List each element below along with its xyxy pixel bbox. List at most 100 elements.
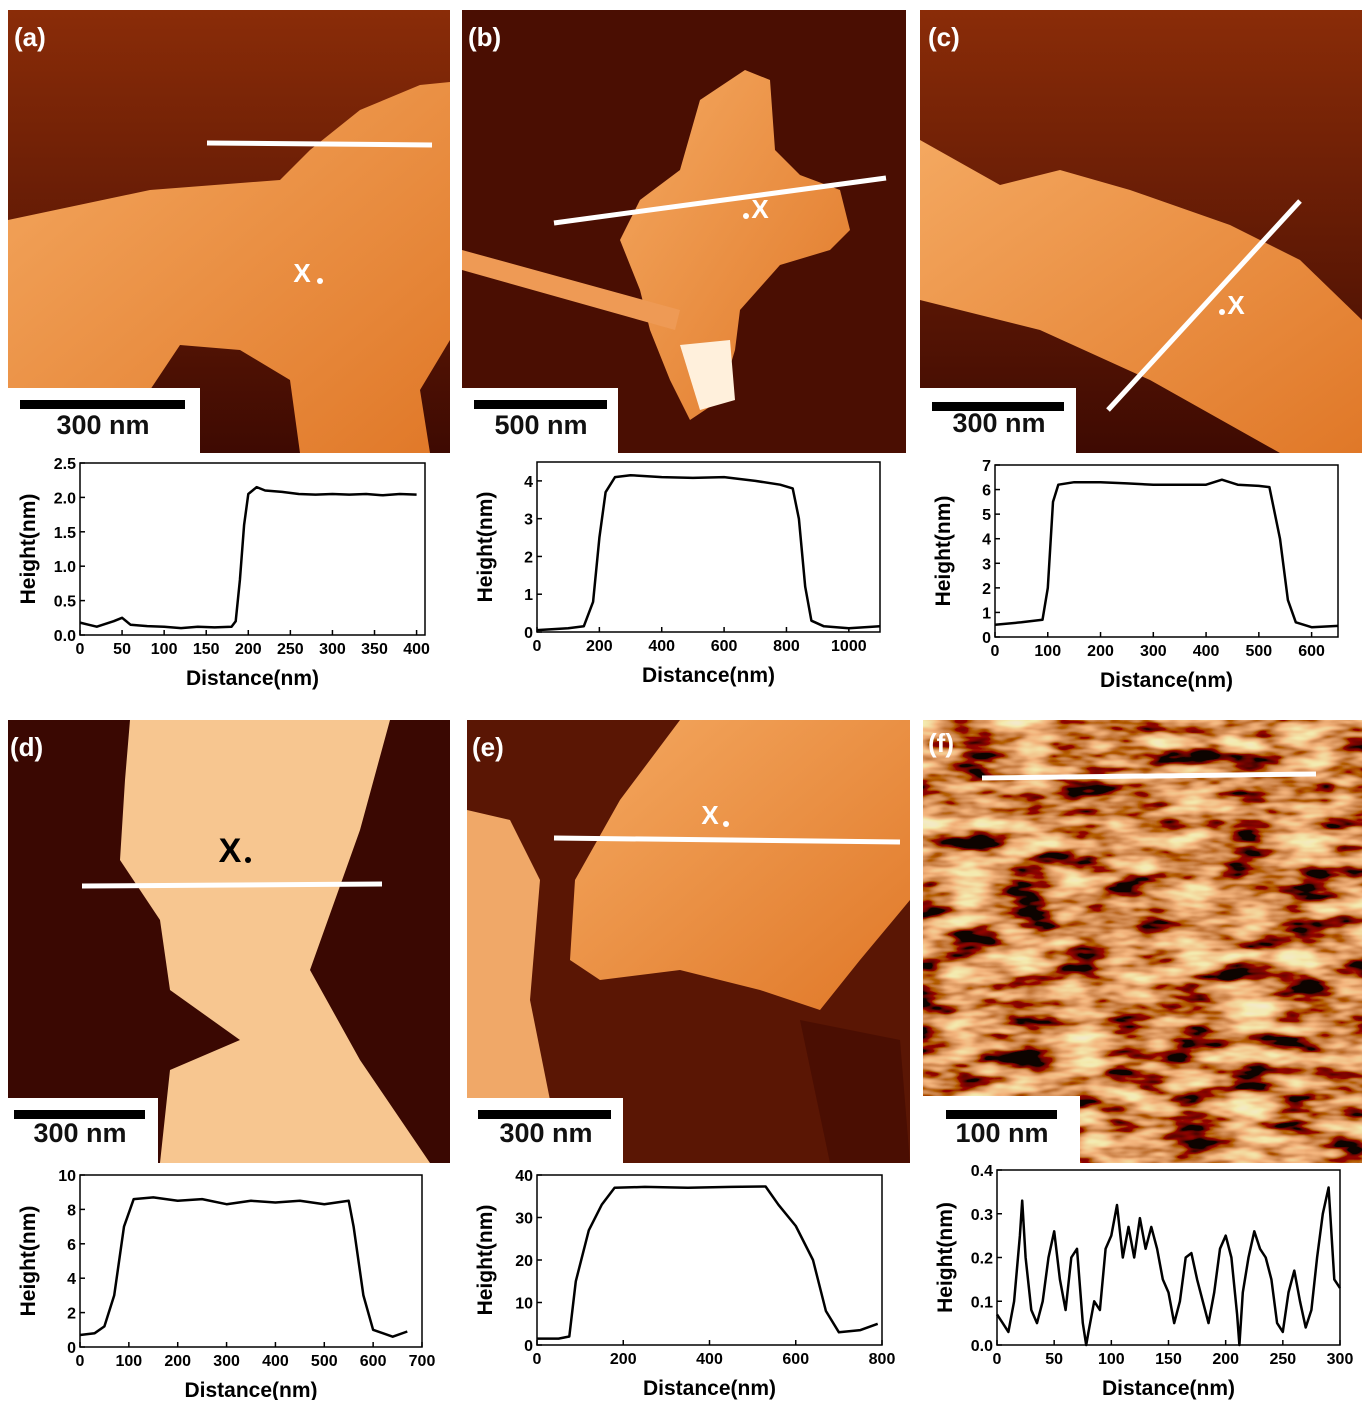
x-tick-label: 50 [113, 641, 131, 658]
y-tick-label: 20 [515, 1253, 533, 1270]
x-tick-label: 150 [1155, 1351, 1182, 1368]
y-axis-label: Height(nm) [934, 1202, 957, 1313]
y-tick-label: 0 [982, 630, 991, 647]
y-tick-label: 0.0 [971, 1338, 993, 1355]
panel-label: (b) [468, 22, 501, 52]
x-tick-label: 600 [711, 638, 738, 655]
y-tick-label: 0.2 [971, 1251, 993, 1268]
panel-label: (d) [10, 732, 43, 762]
panel-label: (a) [14, 22, 46, 52]
x-axis-label: Distance(nm) [1102, 1377, 1235, 1400]
x-tick-label: 400 [696, 1351, 723, 1368]
y-axis-label: Height(nm) [932, 496, 955, 607]
y-tick-label: 2 [67, 1306, 76, 1323]
y-tick-label: 7 [982, 458, 991, 475]
y-tick-label: 3 [524, 512, 533, 529]
afm-image-f [923, 720, 1362, 1163]
afm-image-a [8, 10, 450, 453]
page: {"chart_data": [ {"type": "line", "xlabe… [0, 0, 1363, 1405]
x-tick-label: 0 [76, 641, 85, 658]
x-axis-label: Distance(nm) [186, 667, 319, 690]
x-tick-label: 300 [1327, 1351, 1354, 1368]
x-tick-label: 800 [869, 1351, 896, 1368]
y-tick-label: 0.1 [971, 1294, 993, 1311]
plot-frame [995, 465, 1338, 637]
profile-line [997, 1188, 1340, 1346]
y-tick-label: 1 [524, 587, 533, 604]
y-tick-label: 4 [982, 532, 991, 549]
x-tick-label: 100 [1034, 643, 1061, 660]
profile-line [80, 1197, 407, 1336]
afm-image-b [462, 10, 906, 453]
x-tick-label: 250 [277, 641, 304, 658]
y-tick-label: 0.0 [54, 628, 76, 645]
x-axis-label: Distance(nm) [1100, 669, 1233, 692]
y-tick-label: 1 [982, 605, 991, 622]
x-tick-label: 700 [409, 1353, 436, 1370]
panel-label: (e) [472, 732, 504, 762]
x-tick-label: 200 [610, 1351, 637, 1368]
x-tick-label: 100 [1098, 1351, 1125, 1368]
x-tick-label: 300 [319, 641, 346, 658]
x-tick-label: 200 [1087, 643, 1114, 660]
y-axis-label: Height(nm) [17, 494, 40, 605]
profile-line [995, 480, 1338, 628]
y-tick-label: 0 [524, 625, 533, 642]
y-tick-label: 1.0 [54, 559, 76, 576]
plot-frame [80, 463, 425, 635]
y-tick-label: 30 [515, 1211, 533, 1228]
y-tick-label: 2 [524, 549, 533, 566]
y-axis-label: Height(nm) [474, 492, 497, 603]
x-tick-label: 150 [193, 641, 220, 658]
panel-label: (f) [928, 728, 954, 758]
x-tick-label: 0 [991, 643, 1000, 660]
x-tick-label: 0 [533, 1351, 542, 1368]
profile-line [537, 1187, 878, 1339]
y-tick-label: 0 [524, 1338, 533, 1355]
x-axis-label: Distance(nm) [643, 1377, 776, 1400]
x-tick-label: 600 [782, 1351, 809, 1368]
afm-image-e [467, 720, 910, 1163]
x-tick-label: 400 [403, 641, 430, 658]
panel-label: (c) [928, 22, 960, 52]
x-axis-label: Distance(nm) [642, 664, 775, 687]
x-tick-label: 1000 [831, 638, 867, 655]
x-tick-label: 400 [262, 1353, 289, 1370]
y-tick-label: 6 [67, 1237, 76, 1254]
x-tick-label: 500 [311, 1353, 338, 1370]
profile-line [537, 475, 880, 630]
y-tick-label: 0.3 [971, 1207, 993, 1224]
marker: X [1227, 290, 1245, 320]
y-tick-label: 2.5 [54, 456, 76, 473]
y-tick-label: 0.4 [971, 1163, 993, 1180]
scale-bar-label: 300 nm [56, 410, 149, 440]
y-tick-label: 10 [58, 1168, 76, 1185]
x-tick-label: 500 [1245, 643, 1272, 660]
y-axis-label: Height(nm) [474, 1205, 497, 1316]
afm-image-d [8, 720, 450, 1163]
scale-bar-label: 300 nm [33, 1118, 126, 1148]
x-tick-label: 250 [1269, 1351, 1296, 1368]
plot-frame [537, 462, 880, 632]
x-tick-label: 200 [1212, 1351, 1239, 1368]
afm-image-c [920, 10, 1362, 453]
x-tick-label: 350 [361, 641, 388, 658]
y-tick-label: 4 [524, 474, 533, 491]
marker: X [701, 800, 719, 830]
scale-bar-label: 100 nm [955, 1118, 1048, 1148]
y-tick-label: 5 [982, 507, 991, 524]
figure: (a)300 nmX(b)500 nmX(c)300 nmX(d)300 nmX… [0, 0, 1363, 1400]
x-tick-label: 200 [586, 638, 613, 655]
marker: X [751, 194, 769, 224]
profile-line [80, 487, 417, 628]
x-axis-label: Distance(nm) [184, 1379, 317, 1400]
x-tick-label: 0 [993, 1351, 1002, 1368]
x-tick-label: 300 [1140, 643, 1167, 660]
x-tick-label: 50 [1045, 1351, 1063, 1368]
y-tick-label: 10 [515, 1296, 533, 1313]
x-tick-label: 0 [76, 1353, 85, 1370]
x-tick-label: 0 [533, 638, 542, 655]
y-tick-label: 4 [67, 1271, 76, 1288]
scale-bar-label: 500 nm [494, 410, 587, 440]
y-tick-label: 6 [982, 483, 991, 500]
